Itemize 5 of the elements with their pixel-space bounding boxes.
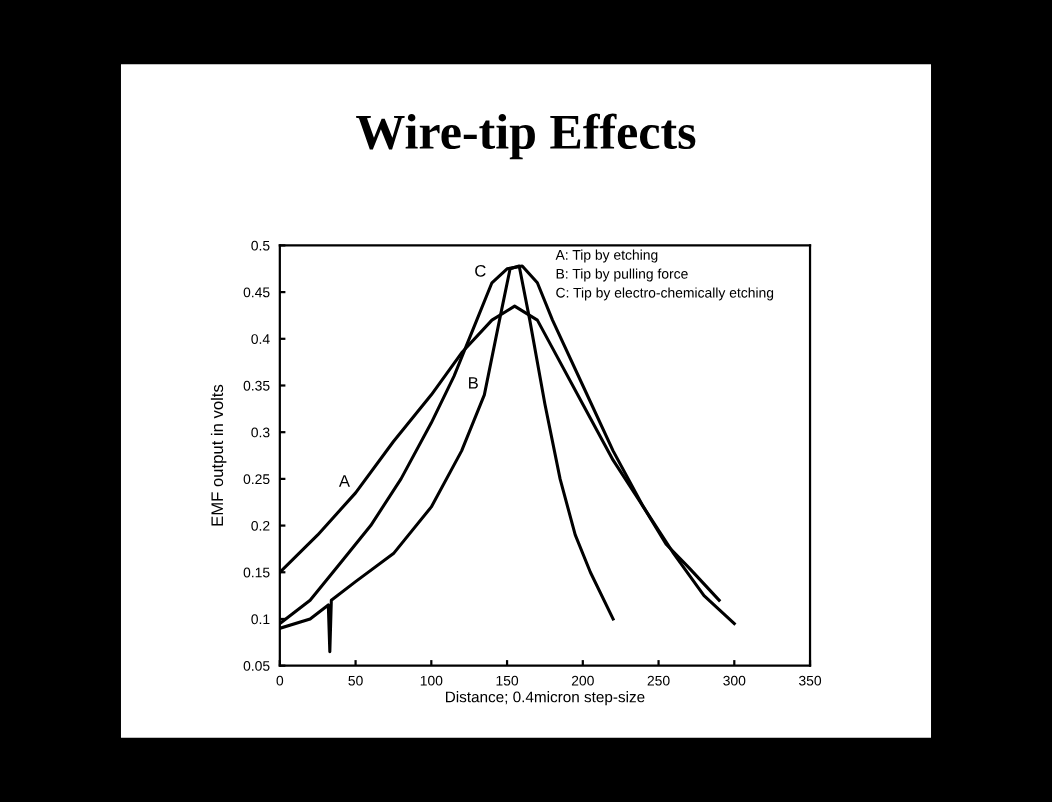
series-label: C (475, 264, 486, 277)
y-axis-title: EMF output in volts (210, 384, 227, 526)
chart-title: Wire-tip Effects (356, 113, 696, 160)
series-label: B (469, 377, 478, 389)
series-label: A (338, 475, 350, 487)
